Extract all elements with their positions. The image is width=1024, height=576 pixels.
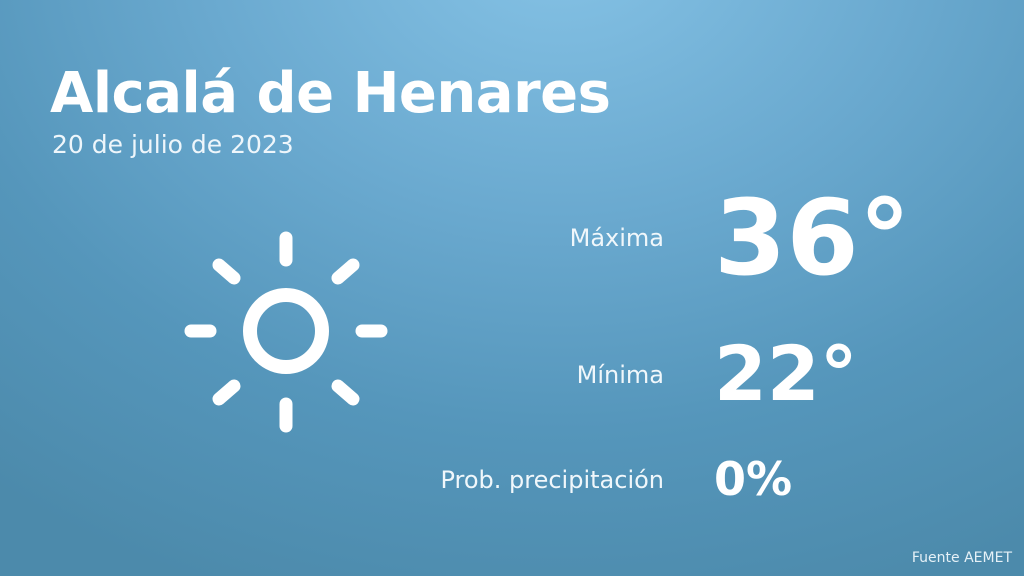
- precip-label: Prob. precipitación: [440, 466, 664, 494]
- max-label: Máxima: [569, 224, 664, 252]
- forecast-date: 20 de julio de 2023: [52, 130, 294, 159]
- source-credit: Fuente AEMET: [911, 550, 1012, 566]
- max-temperature: 36°: [714, 177, 911, 299]
- precip-value: 0%: [714, 452, 793, 506]
- city-title: Alcalá de Henares: [50, 61, 611, 126]
- sun-icon: [184, 231, 388, 433]
- min-temperature: 22°: [714, 329, 858, 418]
- min-label: Mínima: [576, 361, 664, 389]
